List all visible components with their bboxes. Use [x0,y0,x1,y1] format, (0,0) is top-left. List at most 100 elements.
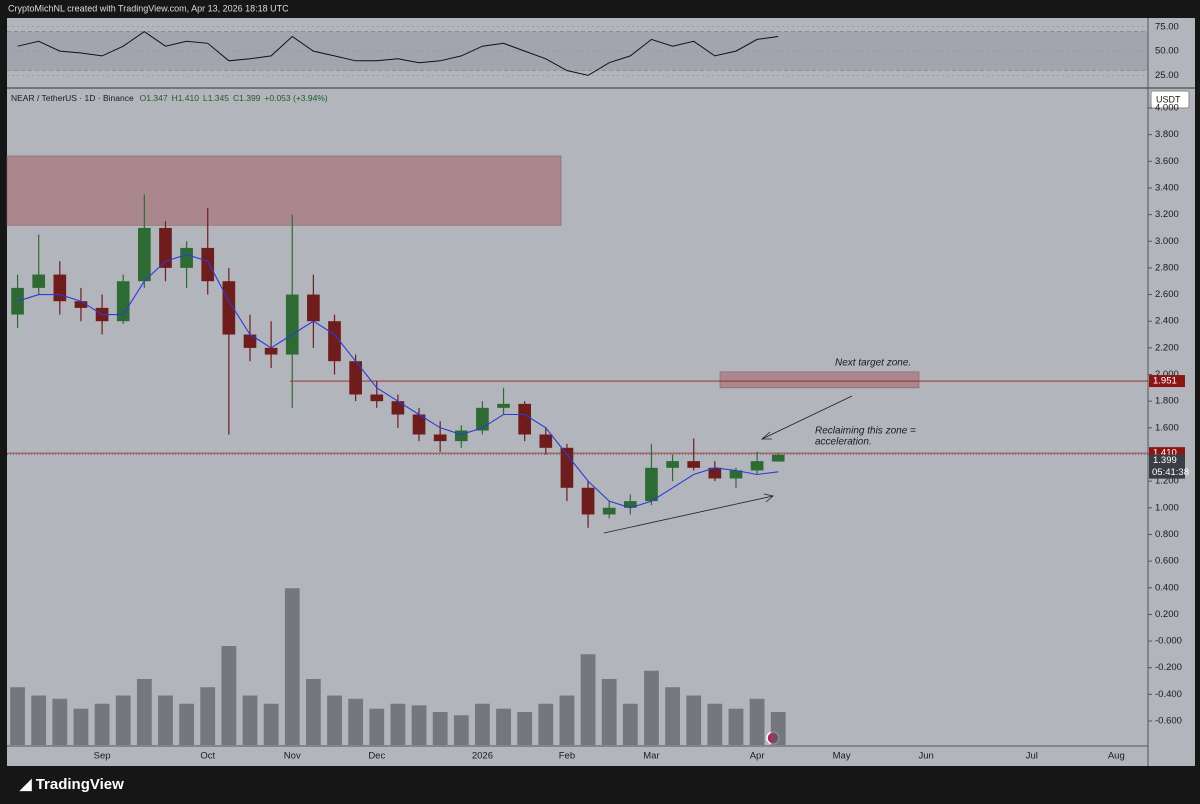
volume-bar [305,679,321,745]
candle-body [454,430,468,442]
y-tick-label: 0.600 [1155,556,1179,567]
candle-body [771,454,785,462]
y-tick-label: -0.200 [1155,662,1182,673]
annotation: acceleration. [815,437,872,448]
candle-body [623,501,637,508]
volume-bar [622,703,638,745]
candle-body [201,247,215,282]
candle-body [264,347,278,355]
volume-bar [432,712,448,745]
candle-body [476,407,489,431]
volume-bar [115,695,131,745]
volume-bar [496,708,511,745]
volume-bar [31,695,47,745]
volume-bar [665,687,680,745]
y-tick-label: 1.800 [1155,396,1179,407]
candle-body [518,403,532,435]
y-tick-label: 2.600 [1155,289,1179,300]
candle-body [539,434,553,448]
moving-average [17,254,779,509]
volume-bar [348,698,364,745]
volume-bar [94,703,110,745]
price-label: 1.951 [1153,376,1177,387]
candle-body [497,403,510,408]
y-tick-label: -0.600 [1155,716,1182,727]
volume-bar [411,705,427,745]
price-label: 1.410 [1153,448,1177,459]
volume-bar [242,695,258,745]
x-tick-label: Oct [200,751,215,762]
candle-body [32,274,46,288]
volume-bar [73,708,89,745]
x-tick-label: Aug [1108,751,1125,762]
rsi-tick-label: 25.00 [1155,70,1179,81]
candle-body [687,461,701,468]
chart-background [7,18,1195,766]
volume-bar [179,703,194,745]
brand-name: TradingView [36,776,124,793]
price-label: 1.399 [1153,455,1177,466]
candle-body [602,507,616,515]
candle-body [116,281,130,322]
countdown: 05:41:38 [1152,467,1189,478]
volume-bar [158,695,173,745]
x-tick-label: Jun [918,751,933,762]
volume-bar [390,703,406,745]
change: +0.053 (+3.94%) [264,93,327,103]
y-tick-label: 4.000 [1155,103,1179,114]
volume-bar [52,698,68,745]
candle-body [370,394,384,402]
candle-body [180,247,193,268]
candle-body [729,470,743,479]
y-tick-label: 3.400 [1155,182,1179,193]
candle-body [138,227,151,282]
close: C1.399 [233,93,261,103]
x-tick-label: Dec [368,751,385,762]
volume-bar [327,695,342,745]
y-tick-label: 3.800 [1155,129,1179,140]
zone [6,155,562,226]
currency-box [1150,90,1190,109]
y-tick-label: 0.800 [1155,529,1179,540]
volume-bar [10,687,25,745]
y-tick-label: 2.400 [1155,316,1179,327]
x-tick-label: Sep [94,751,111,762]
candle-body [11,287,24,315]
volume-bar [770,712,786,745]
x-tick-label: Jul [1026,751,1038,762]
candle-body [666,461,679,468]
candle-body [708,467,722,479]
volume-bar [644,670,659,745]
candle-body [53,274,67,302]
candle-body [581,487,595,515]
volume-bar [517,712,533,745]
candle-body [645,467,658,502]
volume-bar [136,679,152,745]
currency: USDT [1156,94,1181,104]
volume-bar [284,588,300,745]
candle-body [433,434,447,442]
open: O1.347 [140,93,168,103]
y-tick-label: 0.400 [1155,582,1179,593]
volume-bar [369,708,385,745]
rsi-line [17,30,779,76]
y-tick-label: -0.000 [1155,636,1182,647]
volume-bar [263,703,279,745]
volume-bar [728,708,744,745]
volume-bar [707,703,723,745]
candle-body [285,294,299,355]
y-tick-label: 1.200 [1155,476,1179,487]
volume-bar [200,687,216,745]
candle-body [412,414,426,435]
annotation: Reclaiming this zone = [815,426,916,437]
y-tick-label: 0.200 [1155,609,1179,620]
candle-body [159,227,172,268]
rsi-tick-label: 75.00 [1155,21,1179,32]
credit: CryptoMichNL created with TradingView.co… [8,3,289,13]
y-tick-label: 1.000 [1155,502,1179,513]
rsi-tick-label: 50.00 [1155,46,1179,57]
x-tick-label: Apr [750,751,765,762]
high: H1.410 [172,93,200,103]
y-tick-label: 1.600 [1155,422,1179,433]
